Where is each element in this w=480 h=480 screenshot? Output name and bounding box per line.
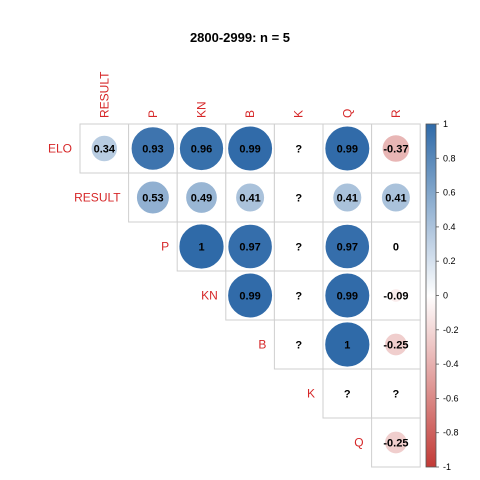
correlation-circle <box>136 180 170 215</box>
colorbar-tick-label: -0.4 <box>443 359 459 369</box>
row-label: KN <box>201 289 218 303</box>
colorbar-tick-label: -1 <box>443 462 451 472</box>
correlation-circle <box>90 134 118 163</box>
row-label: K <box>307 387 315 401</box>
column-label: K <box>292 110 306 118</box>
cell-value: 0.34 <box>94 144 116 156</box>
correlation-circle <box>130 126 175 171</box>
cell-value: 0.99 <box>239 291 260 303</box>
grid-cell <box>371 221 421 272</box>
colorbar-tick-label: 0.2 <box>443 256 456 266</box>
cell-value: ? <box>295 144 302 156</box>
correlation-circle <box>227 272 273 319</box>
cell-value: 0 <box>393 242 399 254</box>
variable-labels: ELO RESULT P KN B K Q RESULT P KN B K Q R <box>48 71 403 450</box>
cell-value: ? <box>295 291 302 303</box>
colorbar-tick-label: -0.8 <box>443 428 459 438</box>
grid-cell <box>273 270 324 321</box>
cell-value: 0.53 <box>142 193 163 205</box>
column-label: RESULT <box>97 71 111 118</box>
cell-value: -0.25 <box>383 340 408 352</box>
correlation-circles <box>90 125 411 455</box>
correlation-circle <box>324 223 370 270</box>
correlation-circle <box>179 126 224 171</box>
row-label: P <box>161 240 169 254</box>
cell-value: 0.49 <box>191 193 212 205</box>
correlation-circle <box>332 182 363 213</box>
cell-value: 0.96 <box>191 144 212 156</box>
cell-value: 0.41 <box>385 193 406 205</box>
cell-value: ? <box>393 389 400 401</box>
row-label: B <box>258 338 266 352</box>
row-label: Q <box>354 436 363 450</box>
column-label: Q <box>340 109 354 118</box>
correlation-circle <box>324 321 371 368</box>
column-label: P <box>146 110 160 118</box>
correlation-circle <box>381 134 410 163</box>
grid-cell <box>273 319 324 370</box>
cell-value: -0.37 <box>383 144 408 156</box>
colorbar-tick-label: 1 <box>443 119 448 129</box>
cell-value: -0.25 <box>383 438 408 450</box>
cell-value: 0.97 <box>239 242 260 254</box>
chart-title: 2800-2999: n = 5 <box>190 30 290 45</box>
correlation-circle <box>178 223 225 270</box>
correlation-circle <box>227 125 273 172</box>
colorbar-tick-label: 0.4 <box>443 222 456 232</box>
correlation-circle <box>384 332 408 357</box>
cell-value: ? <box>295 242 302 254</box>
colorbar-tick-label: 0 <box>443 291 448 301</box>
cell-value: 0.99 <box>337 291 358 303</box>
correlation-circle <box>324 272 371 319</box>
cell-value: 0.99 <box>239 144 260 156</box>
cell-value: -0.09 <box>383 291 408 303</box>
cell-values: 0.34 0.93 0.96 0.99? 0.99 -0.37 0.53 0.49 0.41? 0… <box>94 144 409 450</box>
colorbar: 1 0.8 0.6 0.4 0.2 0 -0.2 -0.4 -0.6 -0.8 -1 <box>425 119 459 472</box>
colorbar-tick-label: -0.6 <box>443 393 459 403</box>
column-label: KN <box>195 101 209 118</box>
grid-cell <box>371 270 421 321</box>
correlation-circle <box>235 182 265 213</box>
cell-value: ? <box>295 193 302 205</box>
cell-value: 0.93 <box>142 144 163 156</box>
cell-value: 0.41 <box>337 193 358 205</box>
correlation-circle <box>384 430 408 455</box>
correlation-circle <box>388 288 404 303</box>
row-label: ELO <box>48 142 72 156</box>
colorbar-tick-label: -0.2 <box>443 325 459 335</box>
row-label: RESULT <box>74 191 121 205</box>
colorbar-bar <box>425 123 437 468</box>
cell-value: 0.41 <box>239 193 260 205</box>
column-label: B <box>243 110 257 118</box>
cell-value: 1 <box>344 340 350 352</box>
cell-value: ? <box>344 389 351 401</box>
cell-value: 0.99 <box>337 144 358 156</box>
grid-cell <box>371 368 421 419</box>
colorbar-tick-label: 0.8 <box>443 153 456 163</box>
colorbar-tick-label: 0.6 <box>443 188 456 198</box>
grid-cell <box>273 221 324 272</box>
cell-value: 1 <box>198 242 204 254</box>
correlation-circle <box>185 181 218 214</box>
correlation-circle <box>324 125 371 172</box>
correlation-circle <box>227 223 273 270</box>
correlation-circle <box>381 182 411 213</box>
column-label: R <box>389 109 403 118</box>
cell-value: 0.97 <box>337 242 358 254</box>
cell-value: ? <box>295 340 302 352</box>
